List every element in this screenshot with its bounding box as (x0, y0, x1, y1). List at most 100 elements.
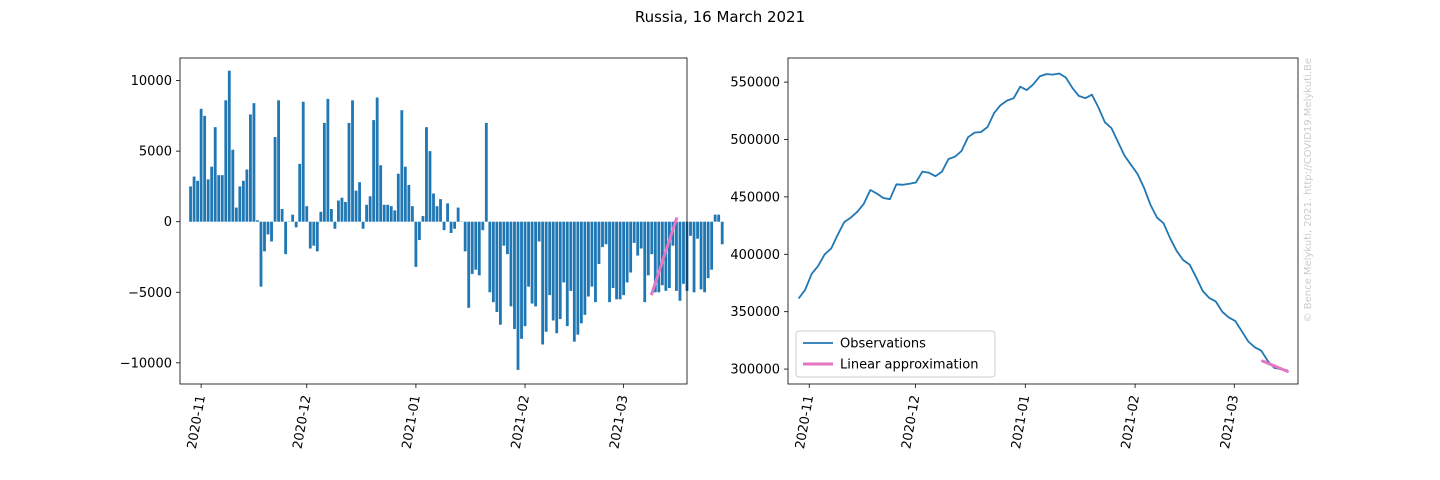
bar (657, 221, 661, 293)
bar (562, 221, 566, 283)
watermark: © Bence Melykuti, 2021. http://COVID19.M… (1303, 58, 1314, 322)
bar (601, 221, 604, 248)
bar (618, 221, 622, 300)
bar (576, 221, 580, 335)
bar (481, 221, 485, 231)
bar (516, 221, 520, 370)
y-tick-label: 550000 (730, 76, 780, 91)
line-chart-active-cases: 300000 350000 400000 450000 500000 550000 2020… (730, 57, 1299, 450)
bar (234, 207, 238, 222)
bar (513, 221, 516, 329)
y-tick-label: 0 (164, 215, 172, 230)
bar (509, 221, 513, 307)
bar (263, 221, 266, 252)
bar (632, 221, 636, 243)
bar (396, 173, 400, 222)
bar (551, 221, 555, 321)
bar (432, 193, 435, 222)
bar (544, 221, 548, 332)
bar (375, 97, 379, 222)
bar (277, 100, 280, 222)
bar (442, 221, 446, 231)
bar (389, 206, 393, 222)
y-tick-label: 400000 (730, 248, 780, 263)
bar (498, 221, 502, 325)
bar (470, 221, 474, 274)
bar (696, 221, 699, 239)
bar (407, 185, 411, 222)
x-tick-label: 2021-02 (509, 394, 533, 450)
bar (435, 206, 439, 222)
bar (611, 221, 615, 289)
bar (206, 179, 210, 222)
bar (414, 221, 418, 267)
bar (453, 221, 457, 229)
y-tick-label: −5000 (128, 286, 172, 301)
bar (372, 120, 376, 222)
bar (361, 221, 365, 229)
bar (622, 221, 626, 296)
bar (463, 221, 467, 252)
bar (530, 221, 534, 304)
bar (710, 221, 714, 270)
bar (284, 221, 288, 255)
bar (643, 221, 647, 303)
x-tick-label: 2021-03 (1218, 394, 1242, 450)
x-tick-label: 2020-11 (185, 394, 209, 450)
bar (720, 221, 724, 245)
bar (192, 176, 196, 222)
bar (660, 221, 664, 286)
bar (572, 221, 576, 342)
bar (667, 221, 671, 289)
bar (298, 163, 302, 222)
bar (393, 210, 397, 222)
bar (315, 221, 319, 252)
bar (604, 221, 608, 245)
bar (653, 221, 657, 293)
y-tick-label: 350000 (730, 305, 780, 320)
linear-approximation-line (1261, 359, 1289, 373)
bar (326, 98, 330, 222)
bar (446, 203, 449, 222)
bar (569, 221, 573, 291)
bar (425, 127, 428, 222)
bar (555, 221, 559, 334)
bar (358, 182, 361, 222)
bar (474, 221, 478, 270)
bar (587, 221, 590, 297)
bar (418, 221, 421, 241)
bar (245, 169, 249, 222)
bar (305, 206, 309, 222)
bar (583, 221, 587, 315)
plot-frame (179, 57, 688, 385)
bar (678, 221, 682, 301)
bar (312, 221, 316, 246)
bar (266, 221, 270, 235)
bar (294, 221, 298, 228)
bar (379, 165, 383, 222)
y-tick-label: 500000 (730, 133, 780, 148)
bar (682, 221, 685, 284)
bar (699, 221, 703, 290)
bar (291, 214, 295, 222)
bar (308, 221, 312, 249)
bar (421, 216, 425, 222)
bar (351, 100, 354, 222)
y-tick-label: −10000 (120, 356, 172, 371)
bar (590, 221, 594, 287)
bar (548, 221, 552, 296)
y-tick-label: 450000 (730, 190, 780, 205)
bar (213, 127, 217, 222)
bar (368, 196, 372, 222)
bar (329, 209, 333, 222)
x-tick-label: 2021-03 (607, 394, 631, 450)
bar (615, 221, 618, 300)
bar (541, 221, 545, 345)
bar (713, 214, 717, 222)
bar (344, 201, 347, 222)
bar (608, 221, 611, 303)
bar (565, 221, 569, 327)
x-tick-label: 2020-12 (290, 394, 314, 450)
bar (692, 221, 696, 293)
bar (217, 175, 221, 222)
